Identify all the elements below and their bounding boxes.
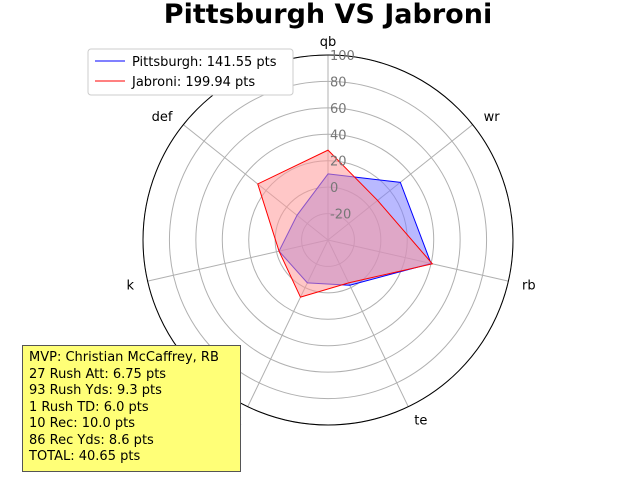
- outer-frame: [142, 54, 514, 426]
- stat-line: 93 Rush Yds: 9.3 pts: [29, 383, 162, 398]
- legend: Pittsburgh: 141.55 pts Jabroni: 199.94 p…: [87, 48, 294, 96]
- radar-series: [257, 149, 434, 298]
- legend-label-jabroni: Jabroni: 199.94 pts: [131, 75, 255, 90]
- radial-tick-labels: -20 0 20 40 60 80 100: [330, 49, 355, 223]
- legend-label-pittsburgh: Pittsburgh: 141.55 pts: [132, 55, 277, 70]
- series-line-jabroni: [257, 149, 434, 298]
- series-area-jabroni: [257, 150, 433, 298]
- total-line: TOTAL: 40.65 pts: [29, 449, 141, 464]
- axis-label-def: def: [152, 110, 173, 125]
- axis-label-wr: wr: [484, 110, 501, 125]
- axis-label-qb: qb: [320, 35, 337, 50]
- mvp-stats-box: MVP: Christian McCaffrey, RB 27 Rush Att…: [22, 345, 241, 472]
- mvp-line: MVP: Christian McCaffrey, RB: [29, 350, 219, 365]
- radial-tick-label: 0: [330, 181, 338, 196]
- axis-label-te: te: [414, 413, 427, 428]
- radial-tick-label: -20: [330, 208, 351, 223]
- radial-tick-label: 60: [330, 102, 347, 117]
- stat-line: 1 Rush TD: 6.0 pts: [29, 399, 149, 415]
- stat-line: 86 Rec Yds: 8.6 pts: [29, 432, 154, 448]
- radial-tick-label: 80: [330, 75, 347, 90]
- stat-line: 27 Rush Att: 6.75 pts: [29, 366, 167, 382]
- radial-tick-label: 40: [330, 128, 347, 143]
- radial-tick-label: 20: [330, 155, 347, 170]
- axis-label-k: k: [126, 278, 134, 293]
- legend-frame: [87, 48, 294, 96]
- axis-label-rb: rb: [522, 278, 536, 293]
- radial-tick-label: 100: [330, 49, 355, 64]
- chart-title: Pittsburgh VS Jabroni: [164, 0, 492, 30]
- stat-line: 10 Rec: 10.0 pts: [29, 416, 135, 431]
